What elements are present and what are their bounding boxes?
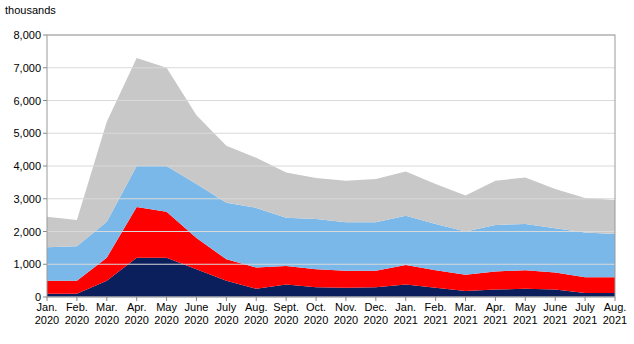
x-tick-label-line: 2020: [244, 314, 268, 326]
tick-mark: [43, 231, 47, 232]
x-tick-label-line: 2020: [304, 314, 328, 326]
x-tick-label: Nov.2020: [334, 301, 358, 326]
x-tick-label: Dec.2020: [364, 301, 388, 326]
x-tick-label-line: Aug.: [245, 301, 268, 313]
grid-line: [47, 198, 615, 199]
x-tick-label-line: Mar.: [455, 301, 476, 313]
grid-line: [47, 67, 615, 68]
x-tick-label-line: 2020: [274, 314, 298, 326]
x-tick-label: May2021: [513, 301, 537, 326]
tick-mark: [43, 166, 47, 167]
tick-mark: [43, 133, 47, 134]
grid-line: [47, 264, 615, 265]
x-tick-label-line: Feb.: [66, 301, 88, 313]
x-tick-label-line: July: [217, 301, 237, 313]
x-tick-label: Feb.2021: [423, 301, 447, 326]
tick-mark: [43, 35, 47, 36]
grid-line: [47, 231, 615, 232]
y-axis-label: thousands: [5, 4, 56, 16]
x-tick-label: Sept.2020: [273, 301, 299, 326]
y-tick-label: 8,000: [13, 29, 41, 41]
x-tick-label: Aug.2021: [603, 301, 627, 326]
x-tick-label-line: 2021: [453, 314, 477, 326]
x-tick-label-line: 2020: [334, 314, 358, 326]
y-tick-label: 3,000: [13, 193, 41, 205]
x-tick-label: Mar.2020: [95, 301, 119, 326]
x-tick-label-line: 2020: [124, 314, 148, 326]
grid-line: [47, 100, 615, 101]
x-tick-label-line: 2020: [154, 314, 178, 326]
x-tick-label: June2020: [184, 301, 208, 326]
x-tick-label-line: 2021: [603, 314, 627, 326]
x-tick-label: Oct.2020: [304, 301, 328, 326]
x-tick-label-line: Apr.: [127, 301, 147, 313]
y-tick-label: 7,000: [13, 62, 41, 74]
x-tick-label-line: 2021: [573, 314, 597, 326]
x-tick-label-line: Jan.: [37, 301, 58, 313]
x-tick-label-line: June: [185, 301, 209, 313]
tick-mark: [43, 100, 47, 101]
x-tick-label-line: June: [543, 301, 567, 313]
x-tick-label-line: Apr.: [486, 301, 506, 313]
tick-mark: [43, 198, 47, 199]
plot-frame: [47, 35, 615, 297]
x-tick-label-line: 2020: [184, 314, 208, 326]
grid-line: [47, 166, 615, 167]
x-tick-label-line: Dec.: [365, 301, 388, 313]
chart: thousands01,0002,0003,0004,0005,0006,000…: [0, 0, 634, 344]
x-tick-label-line: May: [156, 301, 177, 313]
x-tick-label: Apr.2020: [124, 301, 148, 326]
tick-mark: [43, 67, 47, 68]
areas: [47, 58, 615, 297]
x-tick-label-line: 2020: [35, 314, 59, 326]
x-tick-label-line: 2020: [95, 314, 119, 326]
x-tick-label: Mar.2021: [453, 301, 477, 326]
x-tick-label-line: 2020: [214, 314, 238, 326]
x-tick-label: Jan.2021: [393, 301, 417, 326]
y-tick-label: 4,000: [13, 160, 41, 172]
area: [47, 58, 615, 247]
x-tick-label-line: May: [515, 301, 536, 313]
x-tick-label-line: 2020: [65, 314, 89, 326]
x-tick-label-line: 2021: [423, 314, 447, 326]
x-tick-label-line: Aug.: [604, 301, 627, 313]
x-tick-label: July2020: [214, 301, 238, 326]
x-tick-label-line: 2021: [543, 314, 567, 326]
x-tick-label-line: Sept.: [273, 301, 299, 313]
x-tick-label-line: Nov.: [335, 301, 357, 313]
x-tick-label-line: Feb.: [425, 301, 447, 313]
x-tick-label: Apr.2021: [483, 301, 507, 326]
tick-mark: [43, 264, 47, 265]
grid-line: [47, 133, 615, 134]
x-tick-label-line: 2020: [364, 314, 388, 326]
x-tick-label: Feb.2020: [65, 301, 89, 326]
x-tick-label-line: Oct.: [306, 301, 326, 313]
x-tick-label: May2020: [154, 301, 178, 326]
y-tick-label: 6,000: [13, 95, 41, 107]
x-tick-label-line: 2021: [513, 314, 537, 326]
y-tick-label: 5,000: [13, 127, 41, 139]
x-tick-label-line: 2021: [393, 314, 417, 326]
x-tick-label-line: Jan.: [395, 301, 416, 313]
x-tick-label-line: July: [575, 301, 595, 313]
x-tick-label-line: Mar.: [96, 301, 117, 313]
y-tick-label: 1,000: [13, 258, 41, 270]
x-tick-label: June2021: [543, 301, 567, 326]
x-tick-label: July2021: [573, 301, 597, 326]
x-tick-label-line: 2021: [483, 314, 507, 326]
x-tick-label: Aug.2020: [244, 301, 268, 326]
tick-mark: [43, 297, 47, 298]
y-tick-label: 2,000: [13, 226, 41, 238]
x-tick-label: Jan.2020: [35, 301, 59, 326]
